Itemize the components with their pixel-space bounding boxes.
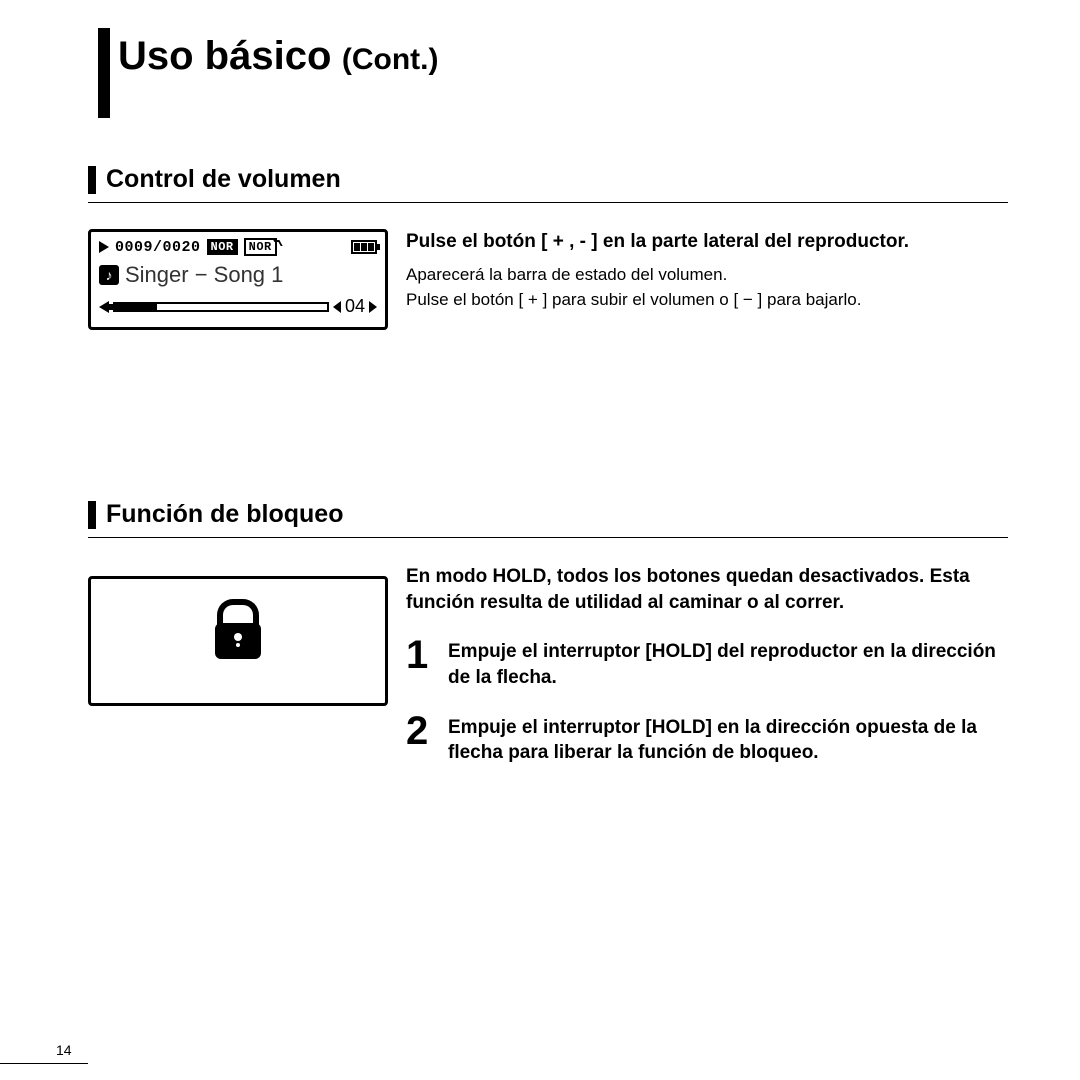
lcd-volume-mockup: 0009/0020 NOR NOR ♪ Singer − Song 1 04 [88, 229, 388, 330]
volume-value: 04 [345, 296, 365, 317]
heading-accent [88, 501, 96, 529]
footer-rule [0, 1063, 88, 1064]
section-heading: Función de bloqueo [88, 500, 1008, 538]
heading-text: Control de volumen [106, 165, 341, 194]
volume-p2: Pulse el botón [ + ] para subir el volum… [406, 288, 1008, 312]
heading-accent [88, 166, 96, 194]
title-accent-bar [98, 28, 110, 118]
title-main: Uso básico [118, 34, 331, 78]
music-note-icon: ♪ [99, 265, 119, 285]
triangle-right-icon [369, 301, 377, 313]
lock-icon [215, 623, 261, 659]
speaker-icon [99, 301, 109, 313]
triangle-left-icon [333, 301, 341, 313]
lock-lead: En modo HOLD, todos los botones quedan d… [406, 564, 1008, 615]
title-sub: (Cont.) [342, 43, 439, 76]
heading-text: Función de bloqueo [106, 500, 343, 529]
section-volume: Control de volumen 0009/0020 NOR NOR ♪ S… [88, 165, 1008, 330]
volume-lead: Pulse el botón [ + , - ] en la parte lat… [406, 229, 1008, 255]
volume-bar [113, 302, 329, 312]
step-text: Empuje el interruptor [HOLD] en la direc… [448, 711, 1008, 766]
battery-icon [351, 240, 377, 254]
lcd-badge-nor-outline: NOR [244, 238, 277, 256]
volume-p1: Aparecerá la barra de estado del volumen… [406, 263, 1008, 287]
page-number: 14 [56, 1042, 72, 1058]
lcd-lock-mockup [88, 576, 388, 706]
page-title-block: Uso básico (Cont.) [88, 0, 1008, 79]
section-lock: Función de bloqueo En modo HOLD, todos l… [88, 500, 1008, 766]
section-heading: Control de volumen [88, 165, 1008, 203]
play-icon [99, 241, 109, 253]
step-1: 1 Empuje el interruptor [HOLD] del repro… [406, 635, 1008, 690]
lcd-counter: 0009/0020 [115, 239, 201, 256]
step-text: Empuje el interruptor [HOLD] del reprodu… [448, 635, 1008, 690]
lcd-badge-nor-inverted: NOR [207, 239, 238, 255]
step-number: 1 [406, 635, 448, 675]
step-number: 2 [406, 711, 448, 751]
lcd-track-title: Singer − Song 1 [125, 262, 283, 288]
step-2: 2 Empuje el interruptor [HOLD] en la dir… [406, 711, 1008, 766]
